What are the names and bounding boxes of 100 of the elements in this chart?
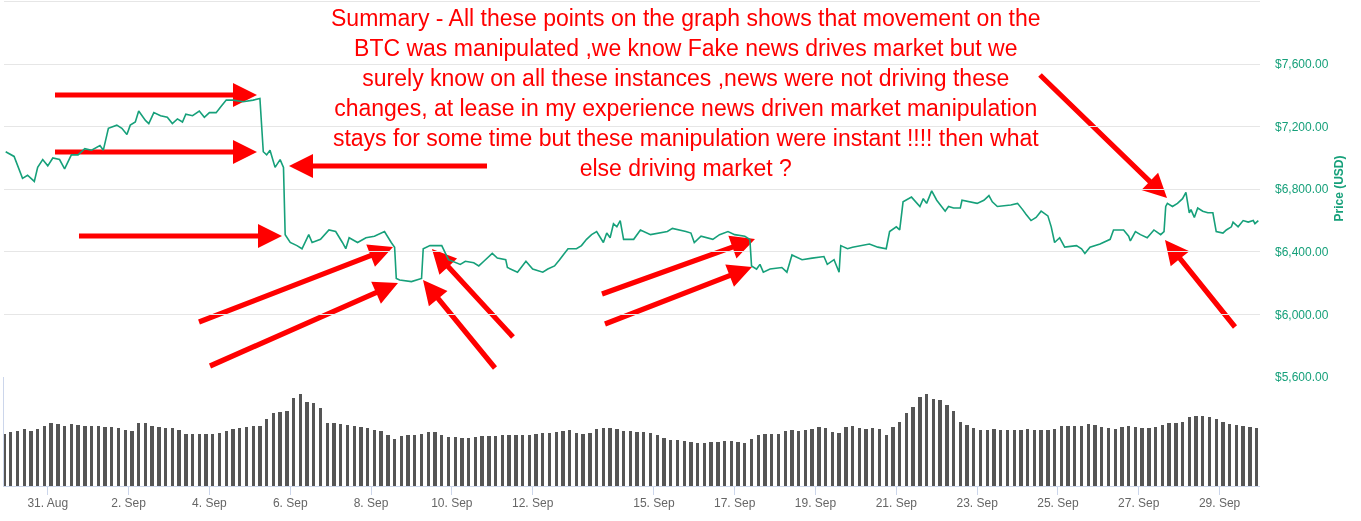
bar xyxy=(238,428,241,486)
bar xyxy=(332,423,336,486)
bar xyxy=(858,428,861,486)
bar xyxy=(817,427,821,486)
bar xyxy=(588,433,592,486)
bar xyxy=(891,427,895,486)
x-tick-label: 10. Sep xyxy=(431,496,473,511)
bar xyxy=(716,442,720,486)
bar xyxy=(905,413,908,486)
bar xyxy=(339,424,342,486)
bar xyxy=(629,431,632,486)
bar xyxy=(837,433,841,486)
bar xyxy=(689,442,693,486)
bar xyxy=(76,425,80,486)
bar xyxy=(1053,429,1056,486)
x-tick-label: 21. Sep xyxy=(875,496,918,511)
bar xyxy=(144,423,147,486)
bar xyxy=(373,430,376,486)
x-tick-label: 8. Sep xyxy=(353,496,389,511)
bar xyxy=(622,431,625,486)
bar xyxy=(494,436,497,486)
bar xyxy=(265,419,268,486)
bar xyxy=(959,422,962,486)
bar xyxy=(1194,416,1198,486)
bar xyxy=(225,431,228,486)
bar xyxy=(326,423,329,486)
bar xyxy=(90,426,93,486)
bar xyxy=(750,439,753,486)
bar xyxy=(514,435,518,486)
bar xyxy=(292,398,295,486)
bar xyxy=(992,429,996,486)
bar xyxy=(272,413,275,486)
bar xyxy=(595,429,598,486)
bar xyxy=(878,429,881,486)
bar xyxy=(124,430,127,486)
bar xyxy=(29,431,33,486)
bar xyxy=(393,439,396,486)
bar xyxy=(103,427,107,486)
y-axis-title: Price (USD) xyxy=(1331,155,1346,222)
bar xyxy=(480,436,484,486)
bar xyxy=(16,431,19,486)
bar xyxy=(703,443,706,486)
bar xyxy=(1147,428,1151,486)
annotation: Summary - All these points on the graph shows that movement on the BTC was manipulated ,we know Fake news drives market but we surely know on all these instances ,news were not driving these changes, at lease in my experience news driven market manipulation stays for some time but these manipulation were instant !!!! then what else driving market ? xyxy=(331,5,1041,181)
bar xyxy=(1073,426,1076,486)
bar xyxy=(427,432,430,486)
y-tick-label: $5,600.00 xyxy=(1275,370,1329,385)
bar xyxy=(23,429,26,486)
bar xyxy=(925,394,928,486)
bar xyxy=(157,427,161,486)
bar xyxy=(1215,419,1218,486)
bar xyxy=(1241,426,1245,486)
bar xyxy=(534,434,538,486)
bar xyxy=(474,437,477,486)
bar xyxy=(581,434,585,486)
bar xyxy=(400,436,403,486)
bar xyxy=(1181,422,1184,486)
y-tick-label: $7,600.00 xyxy=(1275,57,1329,72)
bar xyxy=(1046,430,1050,486)
bar xyxy=(932,399,935,486)
bar xyxy=(1019,430,1023,486)
bar xyxy=(642,432,645,486)
y-tick-label: $6,000.00 xyxy=(1275,307,1329,322)
bar xyxy=(211,434,214,486)
bar xyxy=(777,434,780,486)
bar xyxy=(49,423,53,486)
bar xyxy=(70,424,73,486)
bar xyxy=(454,437,457,486)
bar xyxy=(299,394,302,486)
bar xyxy=(177,430,181,486)
bar xyxy=(844,427,848,486)
bar xyxy=(1235,425,1238,486)
bar xyxy=(649,433,652,486)
bar xyxy=(972,428,975,486)
bar xyxy=(319,408,322,486)
x-tick-label: 23. Sep xyxy=(956,496,999,511)
bar xyxy=(1120,427,1124,486)
bar xyxy=(198,434,201,486)
bar xyxy=(218,433,221,486)
bar xyxy=(83,426,87,486)
bar xyxy=(635,432,639,486)
bar xyxy=(784,431,787,486)
bar xyxy=(501,435,504,486)
bar xyxy=(561,431,565,486)
bar xyxy=(864,429,868,486)
bar xyxy=(851,426,854,486)
bar xyxy=(696,443,699,486)
bar xyxy=(831,432,834,486)
bar xyxy=(757,435,760,486)
bar xyxy=(353,426,356,486)
x-tick-label: 12. Sep xyxy=(511,496,554,511)
bar xyxy=(555,432,558,486)
bar xyxy=(918,397,922,486)
bar xyxy=(1140,428,1144,486)
bar xyxy=(521,435,524,486)
bar xyxy=(191,434,194,486)
x-tick-label: 25. Sep xyxy=(1037,496,1079,511)
bar xyxy=(871,428,874,486)
bar xyxy=(608,428,612,486)
x-tick-label: 17. Sep xyxy=(714,496,756,511)
